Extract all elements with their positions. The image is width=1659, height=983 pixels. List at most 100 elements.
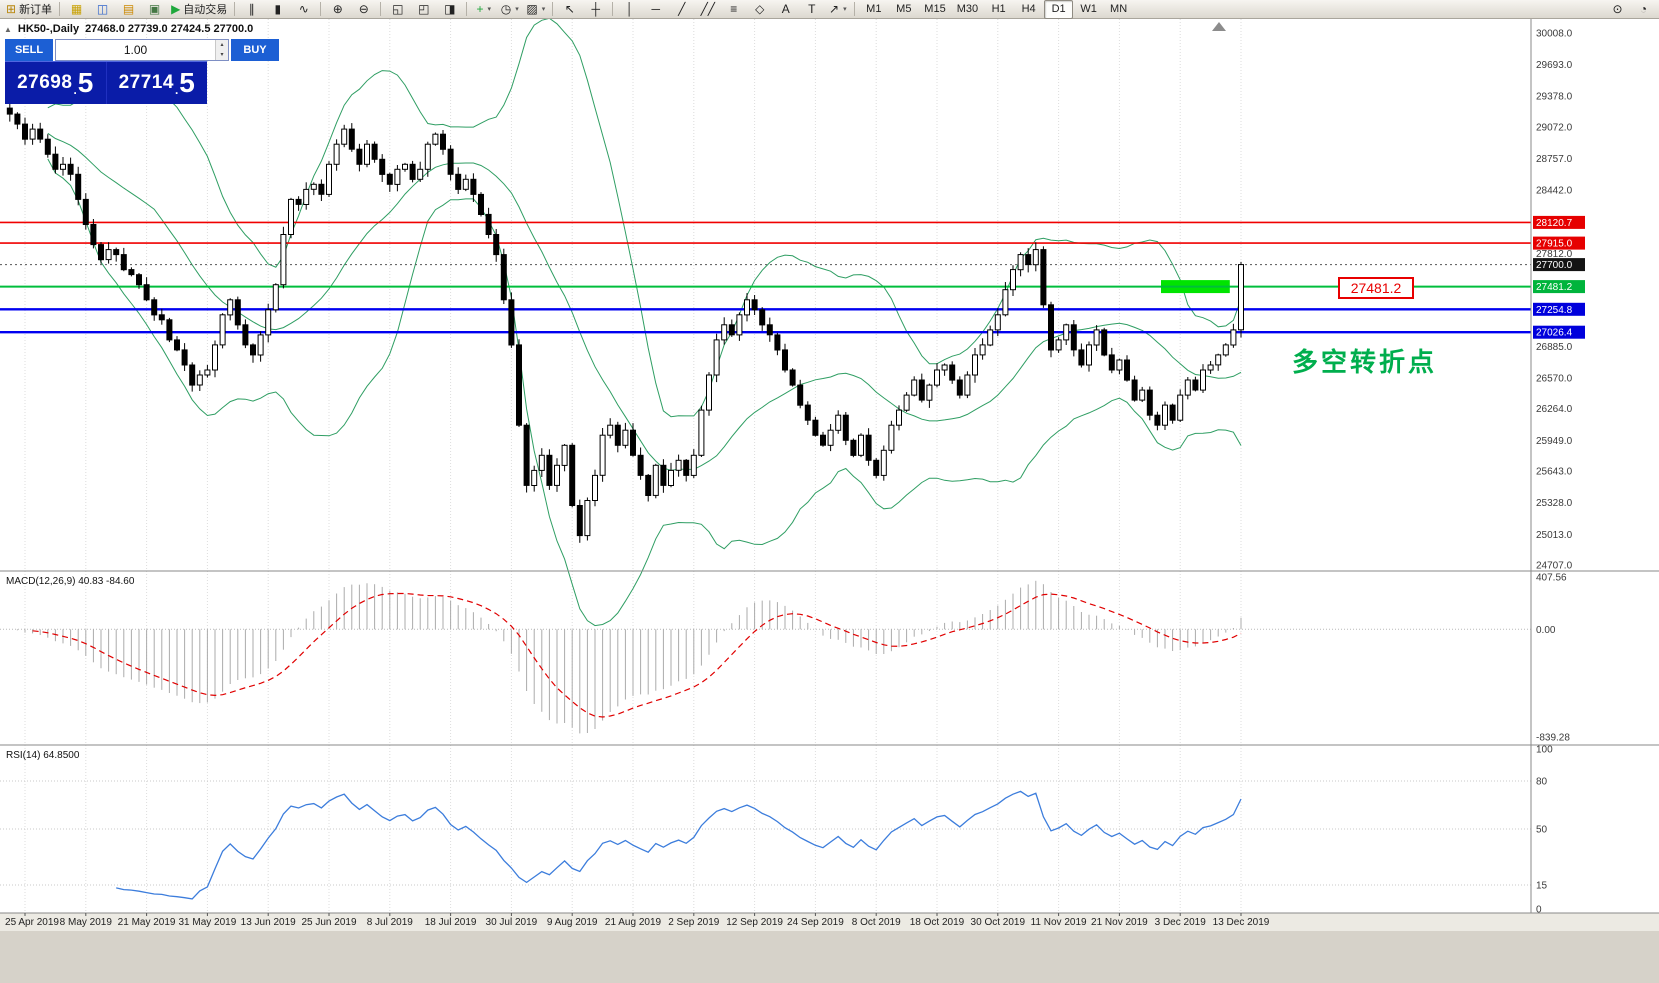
- toolbar-separator: [552, 2, 554, 16]
- date-label: 25 Jun 2019: [301, 917, 356, 928]
- bollinger-lower-band: [47, 158, 1242, 627]
- autotrading-label: 自动交易: [183, 4, 228, 16]
- new-order-button[interactable]: ⊞ 新订单: [3, 0, 55, 19]
- text-button[interactable]: A: [773, 0, 798, 19]
- timeframe-m1-button[interactable]: M1: [866, 3, 882, 15]
- templates-button[interactable]: ▨ ▾: [523, 0, 548, 19]
- shapes-button[interactable]: ◇: [747, 0, 772, 19]
- toolbar-separator: [234, 2, 236, 16]
- indicators-button[interactable]: + ▾: [471, 0, 496, 19]
- resistance-line-27915-tag: [1533, 236, 1585, 250]
- volume-decrease-button[interactable]: ▾: [216, 50, 228, 60]
- buy-button[interactable]: BUY: [231, 39, 279, 61]
- fibonacci-button[interactable]: ≡: [721, 0, 746, 19]
- buy-price-main: 27714: [118, 72, 174, 93]
- vertical-line-button[interactable]: │: [617, 0, 642, 19]
- date-label: 13 Dec 2019: [1213, 917, 1270, 928]
- channel-button[interactable]: ╱╱: [695, 0, 720, 19]
- date-label: 25 Apr 2019: [5, 917, 59, 928]
- date-axis-strip: [0, 913, 1659, 931]
- current-price-tag: [1533, 258, 1585, 272]
- autotrading-icon: ▶: [171, 2, 181, 16]
- chart-line-button[interactable]: ∿: [291, 0, 316, 19]
- dropdown-caret-icon: ▾: [487, 6, 492, 13]
- zoom-out-button[interactable]: ⊖: [351, 0, 376, 19]
- macd-label: MACD(12,26,9) 40.83 -84.60: [6, 576, 135, 587]
- rsi-axis-label: 0: [1536, 905, 1542, 916]
- market-watch-icon: ▦: [70, 2, 83, 16]
- tile-windows-button[interactable]: ◱: [385, 0, 410, 19]
- terminal-button[interactable]: ▣: [142, 0, 167, 19]
- date-label: 13 Jun 2019: [241, 917, 296, 928]
- label-button[interactable]: T: [799, 0, 824, 19]
- one-click-trading-panel: SELL ▴ ▾ BUY 27698.5 27714.5: [5, 39, 279, 104]
- volume-increase-button[interactable]: ▴: [216, 40, 228, 50]
- price-axis-label: 24707.0: [1536, 561, 1573, 572]
- dropdown-caret-icon: ▾: [515, 6, 519, 13]
- volume-input[interactable]: [56, 40, 215, 60]
- chart-line-icon: ∿: [298, 2, 309, 16]
- date-label: 12 Sep 2019: [726, 917, 783, 928]
- candlestick-series: [6, 101, 1244, 543]
- turning-point-annotation: 多空转折点: [1292, 347, 1438, 377]
- macd-axis-label: 0.00: [1536, 625, 1556, 636]
- chart-candles-button[interactable]: ▮: [265, 0, 290, 19]
- timeframe-w1-button[interactable]: W1: [1080, 3, 1097, 15]
- zoom-in-button[interactable]: ⊕: [325, 0, 350, 19]
- terminal-icon: ▣: [148, 2, 161, 16]
- date-label: 31 May 2019: [178, 917, 236, 928]
- chart-title: ▲ HK50-,Daily 27468.0 27739.0 27424.5 27…: [4, 23, 253, 35]
- data-window-button[interactable]: ◫: [90, 0, 115, 19]
- rsi-label: RSI(14) 64.8500: [6, 750, 80, 761]
- toolbar-separator: [612, 2, 614, 16]
- chart-background: [0, 19, 1659, 913]
- cursor-button[interactable]: ↖: [557, 0, 582, 19]
- periods-button[interactable]: ◷ ▾: [497, 0, 522, 19]
- auto-arrange-button[interactable]: ◰: [411, 0, 436, 19]
- timeframe-m30-button[interactable]: M30: [956, 3, 979, 15]
- macd-axis-label: -839.28: [1536, 733, 1570, 744]
- price-axis-label: 25949.0: [1536, 436, 1573, 447]
- arrows-button[interactable]: ↗ ▾: [825, 0, 850, 19]
- timeframe-m15-button[interactable]: M15: [924, 3, 946, 15]
- price-callout-box[interactable]: 27481.2: [1338, 277, 1414, 299]
- price-axis-label: 27812.0: [1536, 249, 1573, 260]
- support-line-27254-tag: [1533, 302, 1585, 316]
- price-axis-label: 28757.0: [1536, 154, 1573, 165]
- timeframe-d1-button[interactable]: D1: [1044, 0, 1074, 19]
- collapse-chart-icon[interactable]: ▲: [4, 24, 12, 34]
- chart-bars-button[interactable]: ∥: [239, 0, 264, 19]
- dropdown-caret-icon: ▾: [541, 6, 546, 13]
- timeframe-mn-button[interactable]: MN: [1110, 3, 1128, 15]
- date-label: 30 Oct 2019: [971, 917, 1026, 928]
- community-button[interactable]: ◔: [1631, 0, 1656, 19]
- date-label: 3 Dec 2019: [1155, 917, 1207, 928]
- market-watch-button[interactable]: ▦: [64, 0, 89, 19]
- search-button[interactable]: ⊙: [1605, 0, 1630, 19]
- cursor-icon: ↖: [564, 2, 575, 16]
- price-axis-label: 26570.0: [1536, 374, 1573, 385]
- crosshair-button[interactable]: ┼: [583, 0, 608, 19]
- trendline-button[interactable]: ╱: [669, 0, 694, 19]
- chart-canvas[interactable]: 30008.0 29693.0 29378.0 29072.0 28757.0 28442…: [0, 19, 1659, 931]
- timeframe-h1-button[interactable]: H1: [991, 3, 1006, 15]
- timeframe-m5-button[interactable]: M5: [896, 3, 912, 15]
- horizontal-line-button[interactable]: ─: [643, 0, 668, 19]
- sell-button[interactable]: SELL: [5, 39, 53, 61]
- date-label: 21 Nov 2019: [1091, 917, 1148, 928]
- buy-price[interactable]: 27714. 5: [107, 62, 208, 104]
- date-label: 2 Sep 2019: [668, 917, 720, 928]
- toolbar-separator: [380, 2, 382, 16]
- sell-price-main: 27698: [17, 72, 73, 93]
- channel-icon: ╱╱: [700, 2, 716, 16]
- chart-shift-button[interactable]: ◨: [437, 0, 462, 19]
- data-window-icon: ◫: [96, 2, 109, 16]
- autotrading-button[interactable]: ▶ 自动交易: [168, 0, 230, 19]
- navigator-button[interactable]: ▤: [116, 0, 141, 19]
- sell-price[interactable]: 27698. 5: [5, 62, 107, 104]
- buy-price-pip: 5: [179, 67, 195, 98]
- price-axis-label: 26264.0: [1536, 404, 1573, 415]
- rsi-axis-label: 15: [1536, 881, 1548, 892]
- bollinger-upper-band: [47, 19, 1242, 418]
- timeframe-h4-button[interactable]: H4: [1021, 3, 1036, 15]
